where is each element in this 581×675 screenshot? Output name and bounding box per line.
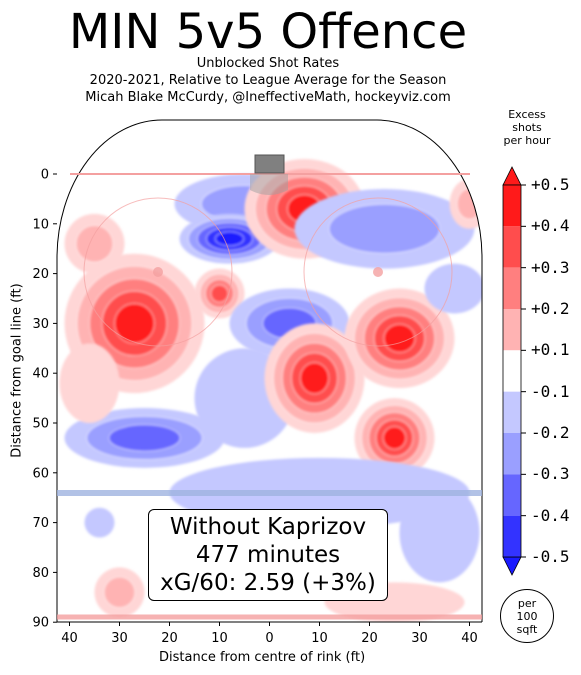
colorbar-band [503,267,521,309]
x-tick-label: 10 [211,631,228,646]
colorbar-tick-label: -0.1 [531,381,570,401]
x-tick-label: 30 [111,631,128,646]
x-tick-label: 0 [265,631,273,646]
heat-blob [94,567,145,618]
chart-title: MIN 5v5 Offence [68,4,468,60]
colorbar-extend-bottom [502,556,522,576]
heat-contour [59,343,120,423]
y-tick-label: 90 [32,616,49,631]
heat-blob [424,263,482,314]
colorbar-band [503,309,521,351]
heat-contour [103,576,136,609]
unit-line: 100 [516,610,538,623]
faceoff-dot-right [373,267,383,277]
heatmap-layer [59,159,482,622]
colorbar-title-line: per hour [503,134,551,147]
y-tick-label: 40 [32,367,49,382]
heat-blob [354,398,435,478]
unit-badge: per 100 sqft [500,589,554,643]
heat-blob [194,268,245,319]
axes: 40 30 20 10 0 10 20 30 40 0 10 20 30 40 50 60 70 80 90 [32,168,482,646]
colorbar-band [503,350,521,392]
colorbar-tick-label: -0.5 [531,547,570,566]
subtitle-line-1: Unblocked Shot Rates [196,56,340,71]
heat-contour [424,263,482,314]
faceoff-dot-left [153,267,163,277]
heat-contour [299,361,330,395]
x-axis-label: Distance from centre of rink (ft) [159,650,366,665]
colorbar-tick-label: +0.5 [531,175,570,194]
x-tick-label: 20 [361,631,378,646]
colorbar-title: Excess shots per hour [496,108,558,147]
heat-contour [108,424,181,452]
y-axis-label: Distance from goal line (ft) [9,283,25,458]
heat-contour [84,507,115,538]
faceoff-circle-left [83,197,233,347]
colorbar-tick-label: -0.4 [531,505,570,525]
annotation-line-2: 477 minutes [195,542,341,568]
rink-boards [56,119,483,622]
x-tick-label: 10 [311,631,328,646]
colorbar-title-line: Excess [508,108,546,121]
colorbar-band [503,433,521,475]
faceoff-circle-right [303,197,453,347]
heat-blob [84,507,115,538]
x-tick-label: 30 [411,631,428,646]
heat-contour [210,284,229,303]
goal-crease [250,174,288,195]
colorbar-tick-label: -0.3 [531,464,570,484]
heat-blob [264,323,365,433]
unit-line: per [517,597,537,610]
y-tick-label: 70 [32,516,49,531]
y-tick-label: 80 [32,566,49,581]
subtitle-line-2: 2020-2021, Relative to League Average fo… [89,73,447,88]
heat-contour [214,231,245,247]
heat-blob [449,178,482,229]
colorbar-band [503,391,521,433]
colorbar-band [503,474,521,516]
colorbar-tick-label: +0.2 [531,299,570,318]
colorbar-tick-label: +0.4 [531,216,570,236]
colorbar-title-line: shots [512,121,542,134]
goal-net [254,154,285,174]
x-tick-label: 40 [61,631,78,646]
colorbar-tick-label: -0.2 [531,423,570,442]
colorbar-band [503,185,521,227]
colorbar-frame [502,184,522,558]
y-tick-label: 50 [32,417,49,432]
heat-contour [328,203,441,254]
y-tick-label: 0 [41,168,49,183]
y-tick-label: 10 [32,217,49,232]
colorbar-tick-label: +0.1 [531,340,570,360]
colorbar [502,166,526,576]
subtitle-line-3: Micah Blake McCurdy, @IneffectiveMath, h… [85,90,451,105]
annotation-line-3: xG/60: 2.59 (+3%) [160,570,376,596]
colorbar-band [503,226,521,268]
annotation-line-1: Without Kaprizov [169,514,367,540]
colorbar-tick-label: +0.3 [531,257,570,277]
heat-contour [75,224,114,263]
colorbar-band [503,515,521,557]
x-tick-label: 40 [461,631,478,646]
heat-contour [114,303,155,344]
heat-blob [59,343,120,423]
y-tick-label: 20 [32,267,49,282]
heat-contour [382,426,407,450]
heat-contour [383,323,416,354]
y-tick-label: 60 [32,466,49,481]
heat-blob [294,188,475,269]
x-tick-label: 20 [161,631,178,646]
heat-blob [344,288,455,389]
colorbar-extend-top [502,166,522,186]
y-tick-label: 30 [32,317,49,332]
heat-blob [64,408,225,468]
annotation-box: Without Kaprizov 477 minutes xG/60: 2.59… [148,509,388,601]
rink-markings [56,119,483,622]
unit-line: sqft [516,623,538,636]
